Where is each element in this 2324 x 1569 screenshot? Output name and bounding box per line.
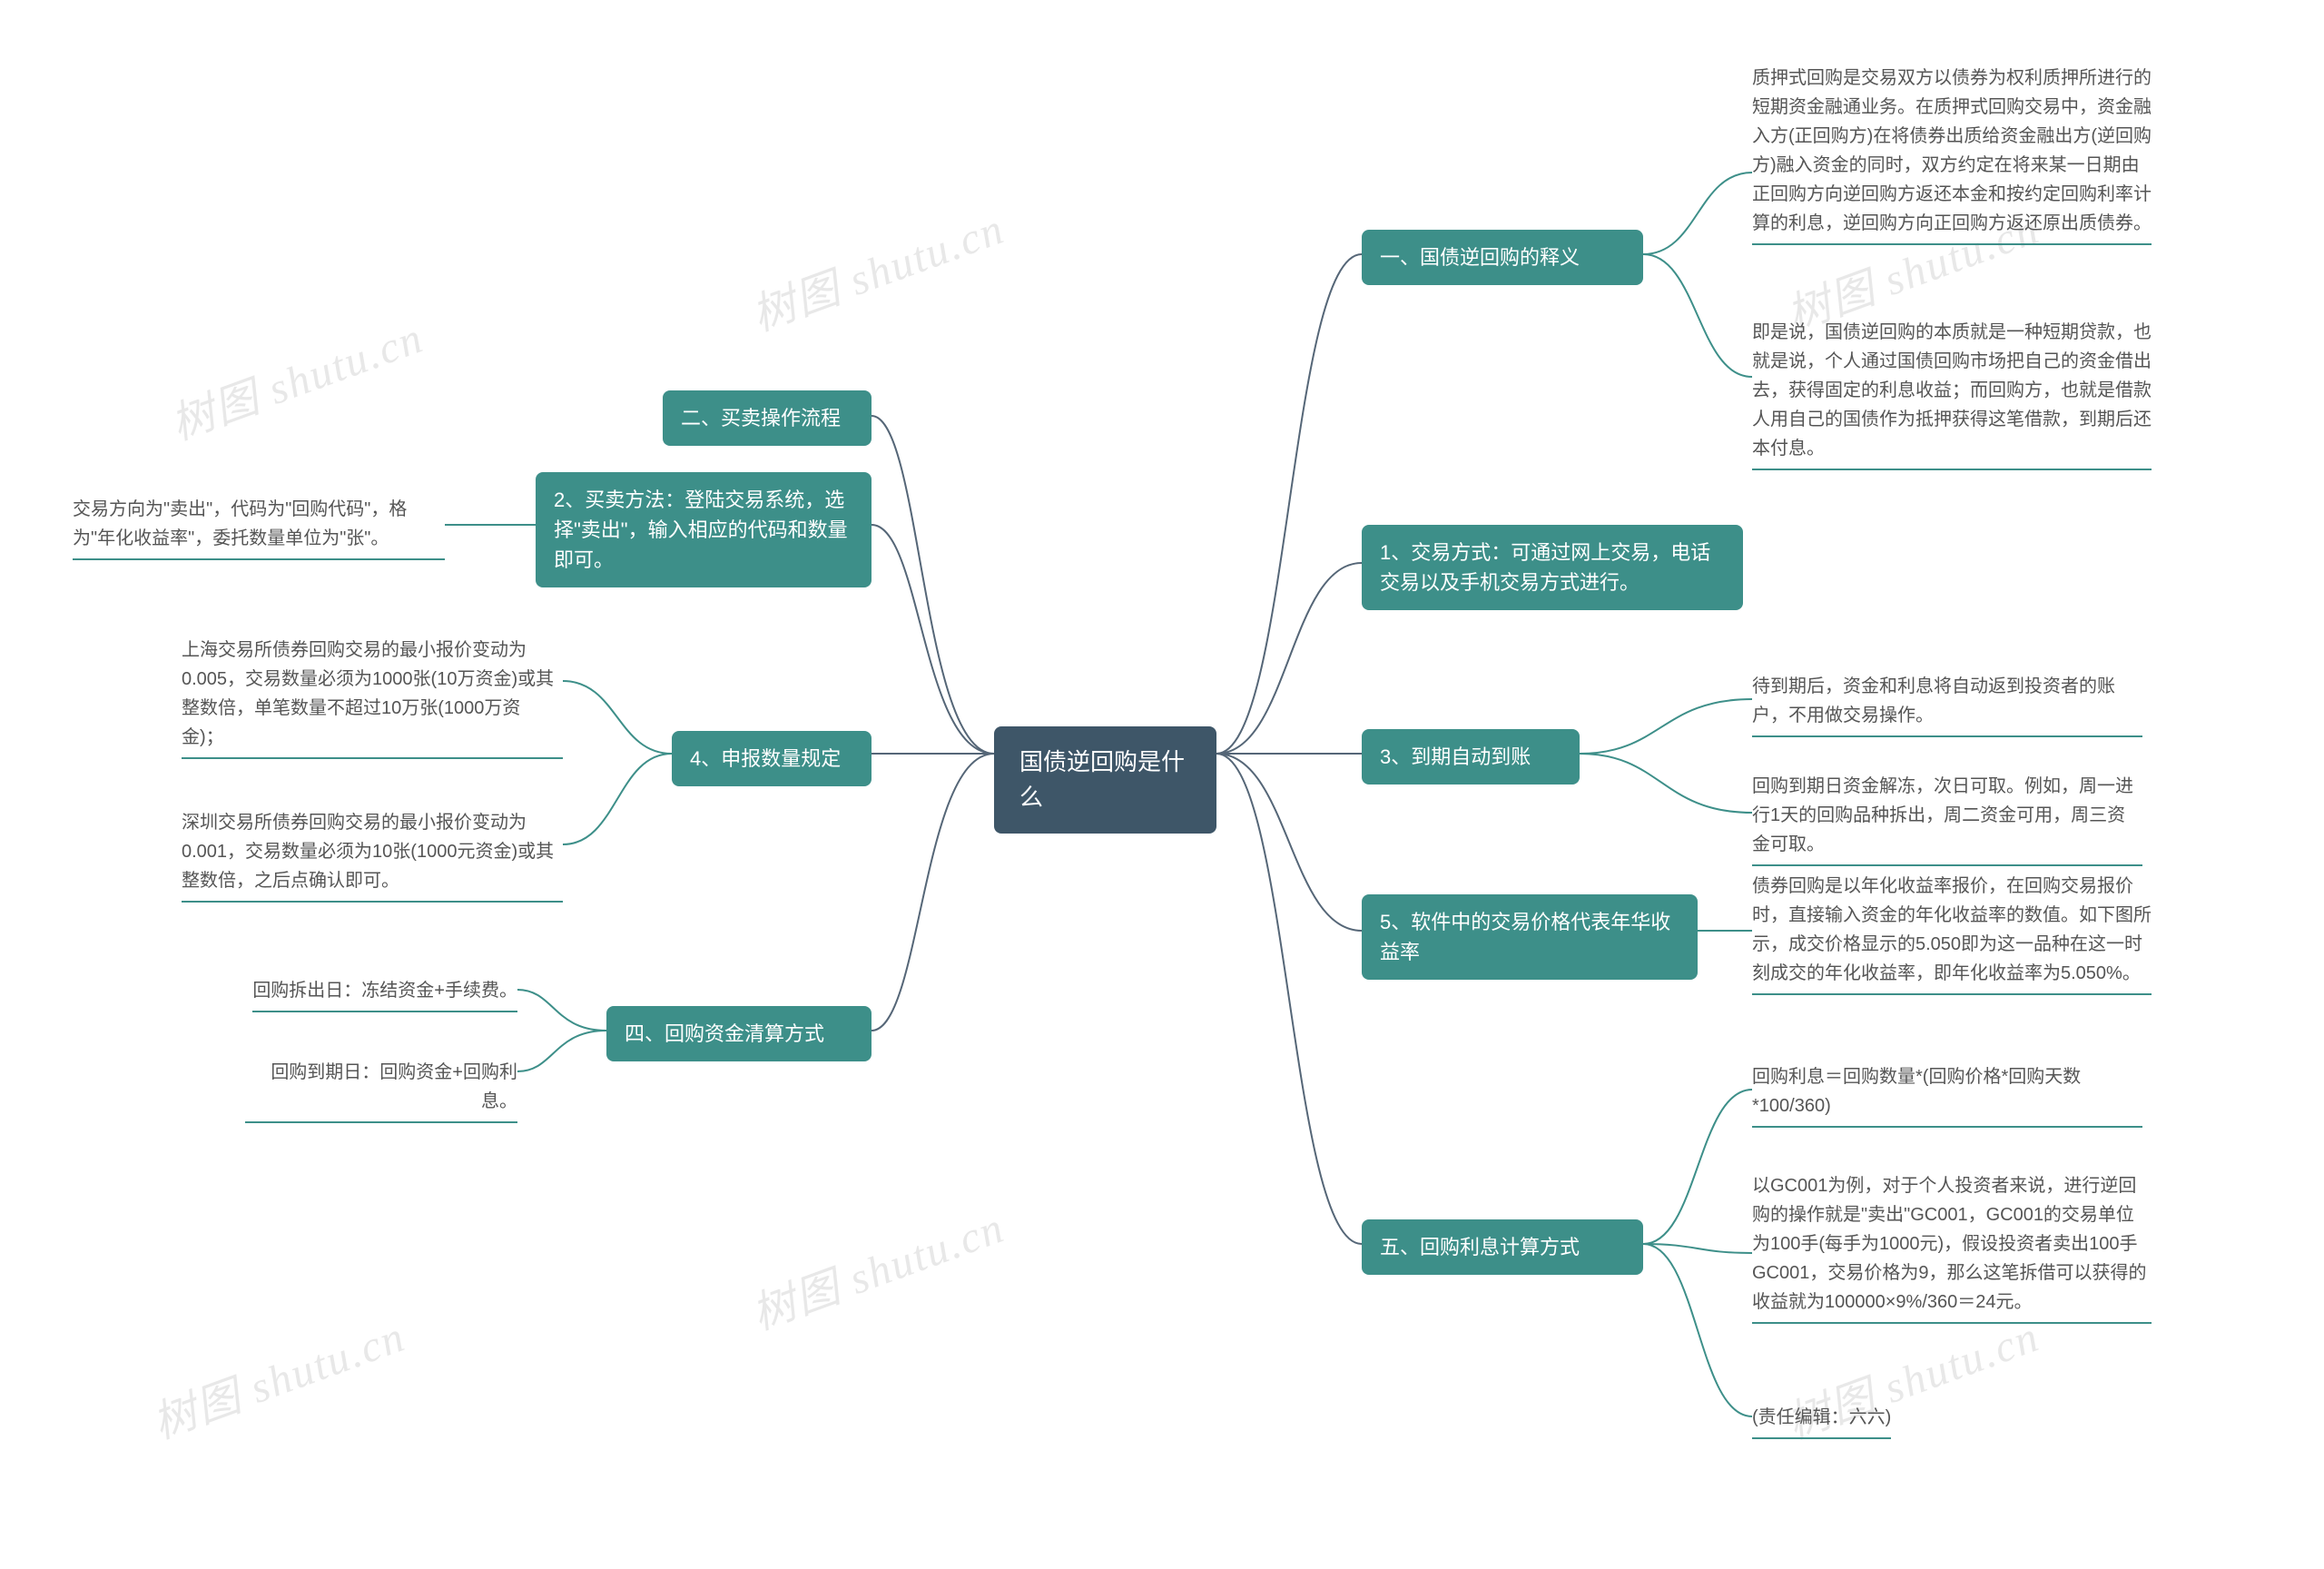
leaf-method: 交易方向为"卖出"，代码为"回购代码"，格为"年化收益率"，委托数量单位为"张"… [73, 495, 445, 560]
branch-label: 二、买卖操作流程 [681, 403, 841, 433]
leaf-4-2: 深圳交易所债券回购交易的最小报价变动为0.001，交易数量必须为10张(1000… [182, 808, 563, 903]
leaf-text: 回购到期日资金解冻，次日可取。例如，周一进行1天的回购品种拆出，周二资金可用，周… [1752, 772, 2142, 866]
root-label: 国债逆回购是什么 [1019, 745, 1191, 815]
branch-label: 四、回购资金清算方式 [625, 1019, 824, 1049]
branch-label: 4、申报数量规定 [690, 744, 841, 774]
branch-left-4: 4、申报数量规定 [672, 731, 872, 786]
leaf-3-2: 回购到期日资金解冻，次日可取。例如，周一进行1天的回购品种拆出，周二资金可用，周… [1752, 772, 2142, 866]
watermark: 树图 shutu.cn [143, 1300, 413, 1450]
leaf-text: 待到期后，资金和利息将自动返到投资者的账户，不用做交易操作。 [1752, 672, 2142, 737]
branch-left-2: 二、买卖操作流程 [663, 390, 872, 446]
leaf-text: 以GC001为例，对于个人投资者来说，进行逆回购的操作就是"卖出"GC001，G… [1752, 1171, 2152, 1324]
branch-label: 一、国债逆回购的释义 [1380, 242, 1580, 272]
leaf-text: 交易方向为"卖出"，代码为"回购代码"，格为"年化收益率"，委托数量单位为"张"… [73, 495, 445, 560]
leaf-1-1: 质押式回购是交易双方以债券为权利质押所进行的短期资金融通业务。在质押式回购交易中… [1752, 64, 2152, 245]
leaf-text: 上海交易所债券回购交易的最小报价变动为0.005，交易数量必须为1000张(10… [182, 636, 563, 759]
leaf-3-1: 待到期后，资金和利息将自动返到投资者的账户，不用做交易操作。 [1752, 672, 2142, 737]
leaf-4-1: 上海交易所债券回购交易的最小报价变动为0.005，交易数量必须为1000张(10… [182, 636, 563, 759]
leaf-1-2: 即是说，国债逆回购的本质就是一种短期贷款，也就是说，个人通过国债回购市场把自己的… [1752, 318, 2152, 470]
leaf-text: 回购拆出日：冻结资金+手续费。 [252, 976, 517, 1012]
branch-label: 五、回购利息计算方式 [1380, 1232, 1580, 1262]
leaf-si-2: 回购到期日：回购资金+回购利息。 [245, 1058, 517, 1123]
branch-label: 1、交易方式：可通过网上交易，电话交易以及手机交易方式进行。 [1380, 538, 1725, 597]
branch-right-5: 5、软件中的交易价格代表年华收益率 [1362, 894, 1698, 980]
branch-right-trade: 1、交易方式：可通过网上交易，电话交易以及手机交易方式进行。 [1362, 525, 1743, 610]
leaf-text: (责任编辑：六六) [1752, 1403, 1891, 1439]
branch-right-1: 一、国债逆回购的释义 [1362, 230, 1643, 285]
leaf-text: 债券回购是以年化收益率报价，在回购交易报价时，直接输入资金的年化收益率的数值。如… [1752, 872, 2152, 995]
leaf-wu-3: (责任编辑：六六) [1752, 1403, 2024, 1439]
branch-label: 5、软件中的交易价格代表年华收益率 [1380, 907, 1679, 967]
leaf-5: 债券回购是以年化收益率报价，在回购交易报价时，直接输入资金的年化收益率的数值。如… [1752, 872, 2152, 995]
leaf-text: 质押式回购是交易双方以债券为权利质押所进行的短期资金融通业务。在质押式回购交易中… [1752, 64, 2152, 245]
branch-right-wu: 五、回购利息计算方式 [1362, 1219, 1643, 1275]
leaf-text: 深圳交易所债券回购交易的最小报价变动为0.001，交易数量必须为10张(1000… [182, 808, 563, 903]
branch-left-method: 2、买卖方法：登陆交易系统，选择"卖出"，输入相应的代码和数量即可。 [536, 472, 872, 587]
root-node: 国债逆回购是什么 [994, 726, 1216, 834]
branch-label: 3、到期自动到账 [1380, 742, 1531, 772]
branch-left-si: 四、回购资金清算方式 [606, 1006, 872, 1061]
leaf-text: 回购利息＝回购数量*(回购价格*回购天数*100/360) [1752, 1062, 2142, 1128]
leaf-text: 即是说，国债逆回购的本质就是一种短期贷款，也就是说，个人通过国债回购市场把自己的… [1752, 318, 2152, 470]
watermark: 树图 shutu.cn [742, 192, 1012, 342]
leaf-text: 回购到期日：回购资金+回购利息。 [245, 1058, 517, 1123]
leaf-wu-2: 以GC001为例，对于个人投资者来说，进行逆回购的操作就是"卖出"GC001，G… [1752, 1171, 2152, 1324]
leaf-si-1: 回购拆出日：冻结资金+手续费。 [245, 976, 517, 1012]
branch-label: 2、买卖方法：登陆交易系统，选择"卖出"，输入相应的代码和数量即可。 [554, 485, 853, 575]
leaf-wu-1: 回购利息＝回购数量*(回购价格*回购天数*100/360) [1752, 1062, 2142, 1128]
watermark: 树图 shutu.cn [161, 301, 431, 451]
watermark: 树图 shutu.cn [742, 1191, 1012, 1341]
branch-right-3: 3、到期自动到账 [1362, 729, 1580, 784]
